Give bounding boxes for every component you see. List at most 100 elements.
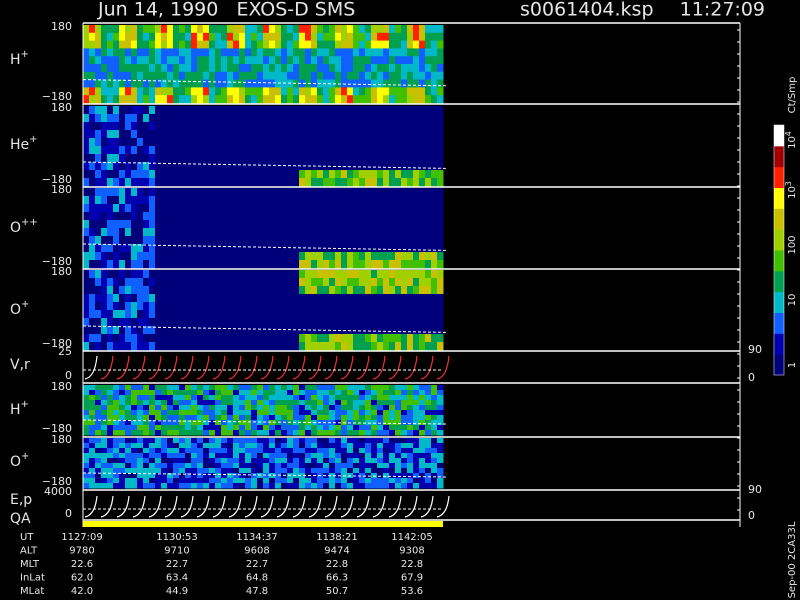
spectrogram-cell [275, 318, 282, 327]
spectrogram-cell [173, 448, 180, 454]
spectrogram-cell [293, 188, 300, 197]
spectrogram-cell [119, 130, 126, 139]
spectrogram-cell [137, 71, 144, 81]
spectrogram-cell [209, 425, 216, 431]
trace [228, 355, 242, 380]
spectrogram-cell [371, 468, 378, 474]
spectrogram-cell [143, 478, 150, 484]
spectrogram-cell [191, 420, 198, 426]
spectrogram-cell [179, 405, 186, 411]
spectrogram-cell [221, 443, 228, 449]
spectrogram-cell [185, 32, 192, 42]
spectrogram-cell [131, 318, 138, 327]
spectrogram-cell [149, 430, 156, 436]
spectrogram-cell [125, 162, 132, 171]
spectrogram-cell [155, 430, 162, 436]
spectrogram-cell [383, 448, 390, 454]
spectrogram-cell [389, 326, 396, 335]
spectrogram-cell [329, 342, 336, 351]
spectrogram-cell [281, 25, 288, 34]
spectrogram-cell [437, 122, 444, 131]
spectrogram-cell [155, 342, 162, 351]
spectrogram-cell [83, 114, 90, 123]
spectrogram-cell [149, 138, 156, 147]
footer-value: 22.8 [401, 559, 423, 570]
spectrogram-cell [155, 95, 162, 104]
spectrogram-cell [251, 458, 258, 464]
spectrogram-cell [113, 122, 120, 131]
spectrogram-cell [299, 294, 306, 303]
spectrogram-cell [299, 114, 306, 123]
spectrogram-cell [161, 326, 168, 335]
right-tick-label: 0 [748, 509, 755, 522]
spectrogram-cell [251, 138, 258, 147]
spectrogram-cell [143, 95, 150, 104]
spectrogram-cell [287, 310, 294, 319]
spectrogram-cell [197, 154, 204, 163]
spectrogram-cell [245, 106, 252, 115]
spectrogram-cell [335, 188, 342, 197]
spectrogram-cell [155, 420, 162, 426]
spectrogram-cell [95, 448, 102, 454]
spectrogram-cell [143, 326, 150, 335]
spectrogram-cell [149, 146, 156, 155]
spectrogram-cell [125, 410, 132, 416]
spectrogram-cell [131, 458, 138, 464]
spectrogram-cell [239, 468, 246, 474]
spectrogram-cell [155, 212, 162, 221]
spectrogram-cell [323, 114, 330, 123]
spectrogram-cell [173, 405, 180, 411]
spectrogram-cell [239, 415, 246, 421]
spectrogram-cell [359, 87, 366, 96]
spectrogram-cell [335, 286, 342, 295]
spectrogram-cell [335, 71, 342, 81]
spectrogram-cell [101, 252, 108, 261]
spectrogram-cell [389, 95, 396, 104]
spectrogram-cell [431, 302, 438, 311]
spectrogram-cell [263, 468, 270, 474]
spectrogram-cell [191, 294, 198, 303]
spectrogram-cell [119, 420, 126, 426]
spectrogram-cell [305, 130, 312, 139]
spectrogram-cell [167, 170, 174, 179]
spectrogram-cell [179, 478, 186, 484]
spectrogram-cell [173, 410, 180, 416]
spectrogram-cell [305, 302, 312, 311]
spectrogram-cell [173, 483, 180, 489]
spectrogram-cell [413, 420, 420, 426]
spectrogram-cell [425, 87, 432, 96]
spectrogram-cell [377, 468, 384, 474]
spectrogram-cell [119, 188, 126, 197]
spectrogram-cell [371, 138, 378, 147]
spectrogram-cell [149, 468, 156, 474]
spectrogram-cell [125, 468, 132, 474]
spectrogram-cell [317, 385, 324, 391]
spectrogram-cell [413, 443, 420, 449]
spectrogram-cell [197, 270, 204, 279]
spectrogram-cell [233, 390, 240, 396]
trace [276, 355, 290, 380]
spectrogram-cell [353, 458, 360, 464]
spectrogram-cell [377, 64, 384, 73]
spectrogram-cell [239, 79, 246, 88]
spectrogram-cell [329, 87, 336, 96]
spectrogram-cell [155, 56, 162, 65]
spectrogram-cell [197, 286, 204, 295]
spectrogram-cell [293, 71, 300, 81]
spectrogram-cell [293, 400, 300, 406]
spectrogram-cell [89, 106, 96, 115]
spectrogram-cell [329, 453, 336, 459]
spectrogram-cell [383, 170, 390, 179]
spectrogram-cell [269, 302, 276, 311]
spectrogram-cell [119, 79, 126, 88]
spectrogram-cell [227, 196, 234, 205]
spectrogram-cell [83, 294, 90, 303]
spectrogram-cell [197, 453, 204, 459]
spectrogram-cell [335, 25, 342, 34]
spectrogram-cell [437, 395, 444, 401]
spectrogram-cell [341, 334, 348, 343]
spectrogram-cell [143, 87, 150, 96]
spectrogram-cell [143, 425, 150, 431]
spectrogram-cell [107, 318, 114, 327]
spectrogram-cell [305, 458, 312, 464]
